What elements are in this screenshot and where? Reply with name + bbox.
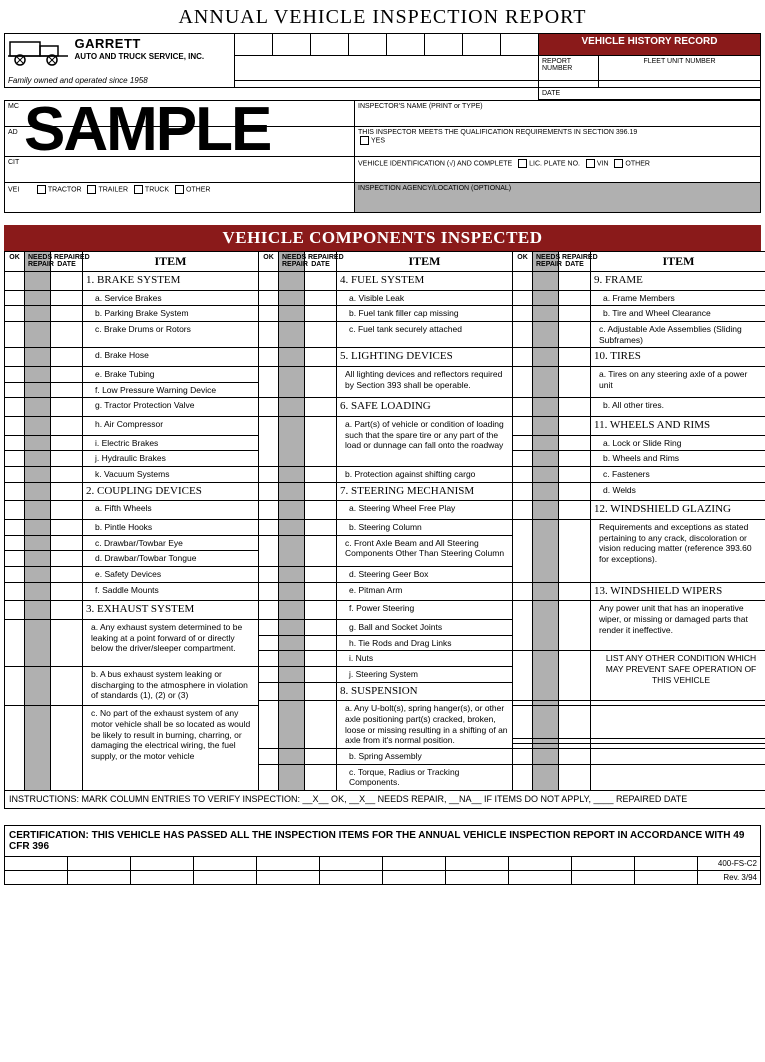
- vin-checkbox[interactable]: [586, 159, 595, 168]
- inspector-name-label: INSPECTOR'S NAME (PRINT or TYPE): [355, 101, 761, 127]
- agency-label: INSPECTION AGENCY/LOCATION (OPTIONAL): [355, 183, 761, 213]
- other-id-checkbox[interactable]: [614, 159, 623, 168]
- lic-checkbox[interactable]: [518, 159, 527, 168]
- col-ok-3: OK: [513, 252, 533, 272]
- header-table: GARRETT AUTO AND TRUCK SERVICE, INC. Fam…: [4, 33, 761, 100]
- col-nr-3: NEEDS REPAIR: [533, 252, 559, 272]
- truck-checkbox[interactable]: [134, 185, 143, 194]
- s10-title: 10. TIRES: [591, 348, 765, 367]
- s1-title: 1. BRAKE SYSTEM: [83, 272, 259, 291]
- report-number-input[interactable]: [539, 81, 599, 88]
- revision: Rev. 3/94: [697, 871, 760, 885]
- col-nr-1: NEEDS REPAIR: [25, 252, 51, 272]
- s9-title: 9. FRAME: [591, 272, 765, 291]
- s7-title: 7. STEERING MECHANISM: [337, 482, 513, 501]
- col-item-2: ITEM: [337, 252, 513, 272]
- company-sub: AUTO AND TRUCK SERVICE, INC.: [75, 52, 205, 61]
- company-tagline: Family owned and operated since 1958: [8, 76, 231, 85]
- report-number-label: REPORT NUMBER: [539, 55, 599, 81]
- certification: CERTIFICATION: THIS VEHICLE HAS PASSED A…: [5, 826, 761, 857]
- cit-label: CIT: [5, 157, 355, 183]
- tractor-checkbox[interactable]: [37, 185, 46, 194]
- col-nr-2: NEEDS REPAIR: [279, 252, 305, 272]
- s12-title: 12. WINDSHIELD GLAZING: [591, 501, 765, 520]
- components-band: VEHICLE COMPONENTS INSPECTED: [4, 225, 761, 251]
- list-any-other: LIST ANY OTHER CONDITION WHICH MAY PREVE…: [591, 651, 765, 701]
- date-label: DATE: [539, 88, 761, 100]
- col-ok-2: OK: [259, 252, 279, 272]
- trailer-checkbox[interactable]: [87, 185, 96, 194]
- identity-table: MC INSPECTOR'S NAME (PRINT or TYPE) AD T…: [4, 100, 761, 213]
- yes-checkbox[interactable]: [360, 136, 369, 145]
- col-rd-3: REPAIRED DATE: [559, 252, 591, 272]
- s5-title: 5. LIGHTING DEVICES: [337, 348, 513, 367]
- fleet-unit-label: FLEET UNIT NUMBER: [599, 55, 761, 81]
- s8-title: 8. SUSPENSION: [337, 682, 513, 701]
- ad-label: AD: [5, 127, 355, 157]
- logo-cell: GARRETT AUTO AND TRUCK SERVICE, INC. Fam…: [5, 34, 235, 88]
- company-name: GARRETT: [75, 36, 141, 51]
- s13-title: 13. WINDSHIELD WIPERS: [591, 582, 765, 601]
- col-ok-1: OK: [5, 252, 25, 272]
- mc-label: MC: [5, 101, 355, 127]
- vhr-header: VEHICLE HISTORY RECORD: [539, 34, 761, 56]
- col-rd-2: REPAIRED DATE: [305, 252, 337, 272]
- col-item-3: ITEM: [591, 252, 765, 272]
- s6-title: 6. SAFE LOADING: [337, 398, 513, 417]
- s3-title: 3. EXHAUST SYSTEM: [83, 601, 259, 620]
- components-table: OK NEEDS REPAIR REPAIRED DATE ITEM OK NE…: [4, 251, 765, 809]
- page-title: ANNUAL VEHICLE INSPECTION REPORT: [4, 6, 761, 29]
- instructions: INSTRUCTIONS: MARK COLUMN ENTRIES TO VER…: [5, 790, 765, 808]
- truck-icon: [8, 36, 68, 70]
- col-item-1: ITEM: [83, 252, 259, 272]
- s11-title: 11. WHEELS AND RIMS: [591, 417, 765, 436]
- qualification-label: THIS INSPECTOR MEETS THE QUALIFICATION R…: [355, 127, 761, 157]
- col-rd-1: REPAIRED DATE: [51, 252, 83, 272]
- fleet-unit-input[interactable]: [599, 81, 761, 88]
- vehicle-id-label: VEHICLE IDENTIFICATION (√) AND COMPLETE …: [355, 157, 761, 183]
- s4-title: 4. FUEL SYSTEM: [337, 272, 513, 291]
- cert-table: CERTIFICATION: THIS VEHICLE HAS PASSED A…: [4, 825, 761, 885]
- vei-label: VEI TRACTOR TRAILER TRUCK OTHER: [5, 183, 355, 213]
- s2-title: 2. COUPLING DEVICES: [83, 482, 259, 501]
- other-type-checkbox[interactable]: [175, 185, 184, 194]
- form-number: 400-FS-C2: [697, 857, 760, 871]
